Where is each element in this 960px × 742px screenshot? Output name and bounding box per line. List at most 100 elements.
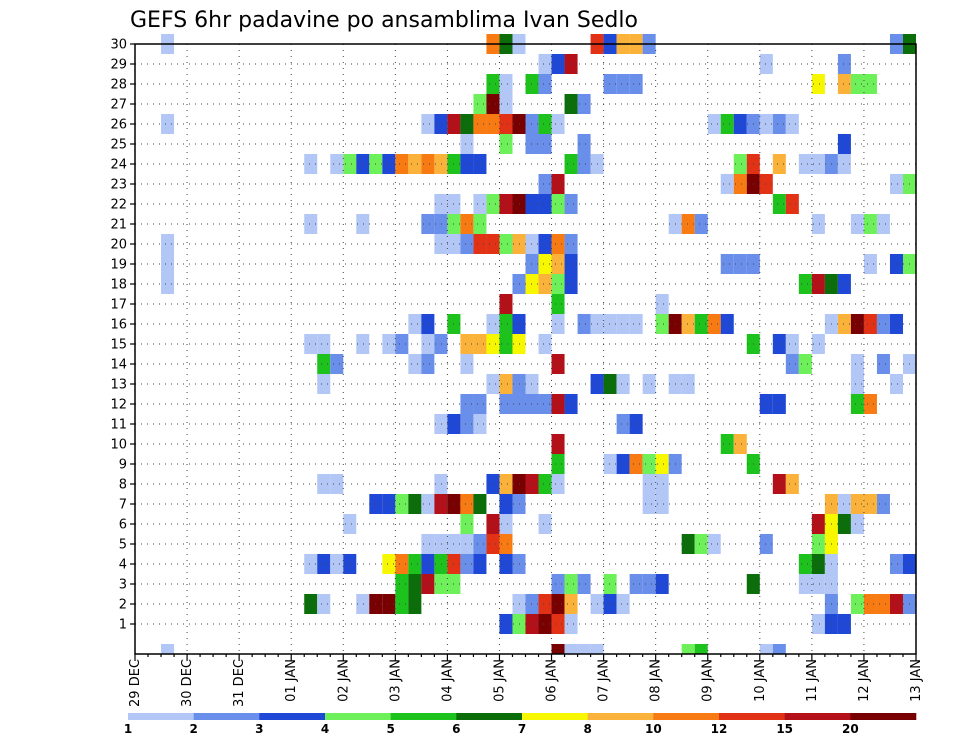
heatmap-cell (356, 214, 370, 234)
heatmap-cell (317, 594, 331, 614)
heatmap-cell (512, 234, 526, 254)
heatmap-cell (538, 514, 552, 534)
y-tick-label: 21 (110, 218, 127, 233)
heatmap-cell (733, 114, 747, 134)
heatmap-cell (473, 114, 487, 134)
heatmap-cell (473, 394, 487, 414)
heatmap-cell (317, 374, 331, 394)
heatmap-cell (304, 214, 318, 234)
heatmap-cell (811, 554, 825, 574)
heatmap-cell (863, 74, 877, 94)
heatmap-cell (499, 394, 513, 414)
heatmap-cell (499, 114, 513, 134)
heatmap-cell (603, 594, 617, 614)
heatmap-cell (499, 374, 513, 394)
heatmap-cell (850, 514, 864, 534)
heatmap-cell (720, 114, 734, 134)
heatmap-cell (837, 274, 851, 294)
heatmap-cell (551, 234, 565, 254)
heatmap-cell (811, 574, 825, 594)
heatmap-cell (681, 374, 695, 394)
heatmap-cell (421, 354, 435, 374)
heatmap-cell (460, 214, 474, 234)
colorbar-label: 5 (386, 722, 394, 736)
heatmap-cell (486, 514, 500, 534)
y-axis: 1234567891011121314151617181920212223242… (110, 38, 135, 633)
heatmap-cell (460, 514, 474, 534)
colorbar-swatch (193, 713, 260, 720)
heatmap-cell (564, 594, 578, 614)
heatmap-cell (889, 374, 903, 394)
heatmap-cell (382, 554, 396, 574)
x-tick-label: 03 JAN (388, 659, 403, 702)
heatmap-cell (525, 74, 539, 94)
heatmap-cell (863, 214, 877, 234)
heatmap-cell (811, 614, 825, 634)
heatmap-cell (603, 374, 617, 394)
heatmap-cell (564, 194, 578, 214)
heatmap-cell (525, 274, 539, 294)
heatmap-cell (486, 374, 500, 394)
heatmap-cell (850, 214, 864, 234)
heatmap-cell (603, 454, 617, 474)
heatmap-cell (616, 414, 630, 434)
heatmap-cell (798, 554, 812, 574)
heatmap-cell (551, 114, 565, 134)
colorbar-label: 3 (255, 722, 263, 736)
heatmap-cell (759, 54, 773, 74)
heatmap-cell (512, 614, 526, 634)
colorbar-swatch (784, 713, 851, 720)
y-tick-label: 29 (110, 58, 127, 73)
heatmap-cell (460, 554, 474, 574)
heatmap-cell (564, 574, 578, 594)
heatmap-cell (551, 434, 565, 454)
heatmap-cell (681, 644, 695, 654)
y-tick-label: 3 (119, 578, 127, 593)
heatmap-cell (161, 644, 175, 654)
heatmap-cell (460, 234, 474, 254)
heatmap-cell (850, 74, 864, 94)
heatmap-cell (837, 74, 851, 94)
heatmap-cell (551, 354, 565, 374)
heatmap-cell (304, 334, 318, 354)
heatmap-cell (551, 474, 565, 494)
heatmap-cell (811, 214, 825, 234)
heatmap-cell (525, 614, 539, 634)
heatmap-cell (486, 194, 500, 214)
colorbar-swatch (128, 713, 194, 720)
heatmap-cell (850, 594, 864, 614)
colorbar-swatch (653, 713, 720, 720)
heatmap-cell (759, 644, 773, 654)
heatmap-cell (837, 314, 851, 334)
heatmap-cell (343, 154, 357, 174)
heatmap-cell (811, 154, 825, 174)
heatmap-cell (564, 154, 578, 174)
heatmap-cell (486, 74, 500, 94)
heatmap-cell (837, 494, 851, 514)
y-tick-label: 20 (110, 238, 127, 253)
heatmap-cell (525, 114, 539, 134)
heatmap-cell (473, 234, 487, 254)
heatmap-cell (408, 314, 422, 334)
heatmap-cell (772, 114, 786, 134)
heatmap-cell (525, 134, 539, 154)
heatmap-cell (616, 374, 630, 394)
heatmap-cell (798, 154, 812, 174)
y-tick-label: 16 (110, 318, 127, 333)
heatmap-cell (694, 214, 708, 234)
heatmap-cell (629, 414, 643, 434)
heatmap-cell (434, 474, 448, 494)
heatmap-cell (486, 234, 500, 254)
heatmap-cell (889, 314, 903, 334)
heatmap-cell (499, 134, 513, 154)
heatmap-cell (551, 254, 565, 274)
heatmap-cell (551, 194, 565, 214)
heatmap-cell (408, 154, 422, 174)
y-tick-label: 15 (110, 338, 127, 353)
heatmap-cell (811, 514, 825, 534)
heatmap-cell (434, 494, 448, 514)
heatmap-cell (850, 354, 864, 374)
heatmap-cell (889, 594, 903, 614)
heatmap-cell (525, 234, 539, 254)
